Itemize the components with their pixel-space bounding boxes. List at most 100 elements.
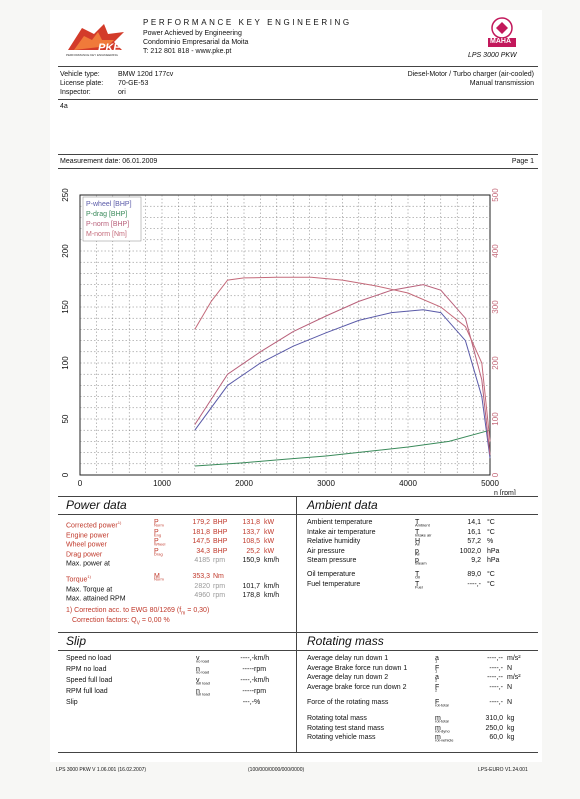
data-row-symbol-subscript: 1 xyxy=(435,667,438,673)
data-row-value: 310,0 xyxy=(485,715,503,722)
company-name: PERFORMANCE KEY ENGINEERING xyxy=(143,18,352,27)
power-row-unit2: kW xyxy=(264,547,275,555)
data-row-symbol: v no load xyxy=(196,654,209,665)
data-row-value: 89,0 xyxy=(467,571,481,578)
data-row-symbol-subscript: Oil xyxy=(415,574,420,580)
y-left-tick-label: 100 xyxy=(61,356,70,370)
power-row: Drag power P Drag 34,3 BHP 25,2 kW xyxy=(58,547,296,558)
data-row-value: ----,- xyxy=(489,664,503,672)
data-row-label: Speed no load xyxy=(66,655,112,662)
correction-footnote: 1) Correction acc. to EWG 80/1269 (fm = … xyxy=(66,606,209,618)
page-number: Page 1 xyxy=(511,158,534,165)
power-row-symbol-subscript: Norm xyxy=(154,522,164,528)
dyno-report-sheet: PKE PERFORMANCE KEY ENGINEERING PERFORMA… xyxy=(50,10,542,762)
power-row-value1: 179,2 xyxy=(192,519,210,526)
data-row-symbol-subscript: Intake air xyxy=(415,531,432,537)
data-row-symbol: T Fuel xyxy=(415,580,423,591)
data-row-symbol-symbol: T xyxy=(415,519,420,526)
data-row-label: Rotating total mass xyxy=(307,715,367,722)
data-row-symbol: n full load xyxy=(196,687,210,698)
data-row: Intake air temperature T Intake air 16,1 °C xyxy=(297,528,538,537)
data-row-value: ----,- xyxy=(489,683,503,691)
data-row-unit: hPa xyxy=(487,547,500,555)
power-row-symbol-symbol: P xyxy=(154,528,159,536)
power-row-unit2: km/h xyxy=(264,557,280,564)
y-right-tick-label: 400 xyxy=(491,244,500,258)
company-line1: Power Achieved by Engineering xyxy=(143,30,242,37)
power-row: Engine power P Eng 181,8 BHP 133,7 kW xyxy=(58,528,296,539)
data-row: Rotating total mass m rot-total 310,0 kg xyxy=(297,714,538,723)
data-row-label: Slip xyxy=(66,699,78,706)
power-row-label: Corrected power1) xyxy=(66,520,122,530)
data-row-unit: °C xyxy=(487,580,495,588)
power-row-unit2: kW xyxy=(264,538,275,545)
footer-right: LPS-EURO V1.24.001 xyxy=(478,767,528,773)
y-right-tick-label: 0 xyxy=(491,472,500,477)
correction-footnote-text: 1) Correction acc. to EWG 80/1269 (f xyxy=(66,607,182,614)
data-row: Average Brake force run down 1 F 1 ----,- N xyxy=(297,664,538,673)
x-tick-label: 5000 xyxy=(481,479,499,488)
data-row-unit: rpm xyxy=(254,666,267,673)
power-row-symbol-subscript: Drag xyxy=(154,550,163,556)
transmission-description: Manual transmission xyxy=(469,80,534,87)
data-row-symbol-subscript: Air xyxy=(415,550,420,556)
data-row-symbol: v full load xyxy=(196,676,210,687)
power-row-symbol: P Wheel xyxy=(154,537,165,548)
data-row: Ambient temperature T Ambient 14,1 °C xyxy=(297,518,538,527)
power-row-value1: 147,5 xyxy=(192,538,210,545)
data-row-symbol-subscript: rot-dyno xyxy=(435,727,450,733)
data-row-symbol-subscript: 2 xyxy=(435,677,438,683)
data-row-unit: N xyxy=(507,683,513,691)
data-row-label: Force of the rotating mass xyxy=(307,699,389,706)
data-row-symbol-symbol: m xyxy=(435,715,441,722)
data-row-unit: °C xyxy=(487,519,495,526)
maha-logo-text: MAHA xyxy=(490,38,511,45)
data-row-symbol-subscript: no load xyxy=(196,669,210,675)
power-row-symbol: P Eng xyxy=(154,528,161,539)
power-row-label: Max. power at xyxy=(66,560,110,568)
data-row-symbol-symbol: F xyxy=(435,699,440,706)
data-row-symbol: n no load xyxy=(196,665,209,676)
data-row-symbol-symbol: p xyxy=(415,547,419,555)
correction-factors: Correction factors: QV = 0,00 % xyxy=(72,616,170,628)
data-row-symbol: m rot-total xyxy=(435,714,449,725)
x-tick-label: 4000 xyxy=(399,479,417,488)
data-row-value: ----,-- xyxy=(487,674,503,681)
maha-emblem-icon xyxy=(488,17,516,47)
footer-left: LPS 3000 PKW V 1.06.001 (16.02.2007) xyxy=(56,767,147,773)
data-row-symbol: H Air xyxy=(415,537,420,548)
correction-factors-text: Correction factors: Q xyxy=(72,617,137,624)
power-row-label: Max. attained RPM xyxy=(66,595,126,603)
y-left-tick-label: 200 xyxy=(61,244,70,258)
power-row-label: Drag power xyxy=(66,550,103,558)
legend-entry: M-norm [Nm] xyxy=(86,231,127,238)
x-tick-label: 1000 xyxy=(153,479,171,488)
inspector-value: ori xyxy=(118,89,126,96)
power-row: Max. Torque at 2820 rpm 101,7 km/h xyxy=(58,582,296,593)
data-row-value: ---,- xyxy=(242,699,254,706)
data-row-value: ----- xyxy=(242,688,254,695)
power-row-value1: 4960 xyxy=(194,592,210,599)
correction-footnote-sub: m xyxy=(181,610,186,617)
data-row: Speed no load v no load ----,- km/h xyxy=(58,654,296,663)
power-data-rows: Corrected power1) P Norm 179,2 BHP 131,8 kW Eng… xyxy=(58,518,296,568)
x-tick-label: 2000 xyxy=(235,479,253,488)
power-row-value1: 181,8 xyxy=(192,528,210,536)
power-torque-chart: 0 1000 2000 3000 4000 5000 0 50 100 150 200 250 0 100… xyxy=(61,188,516,495)
power-row-symbol-symbol: M xyxy=(154,573,160,580)
y-left-tick-label: 0 xyxy=(61,472,70,477)
data-row: Relative humidity H Air 57,2% xyxy=(297,537,538,546)
data-row-symbol-subscript: Fuel xyxy=(415,583,423,589)
data-row: Speed full load v full load ----,- km/h xyxy=(58,676,296,685)
x-tick-label: 0 xyxy=(78,479,83,488)
power-row-unit1: BHP xyxy=(213,519,228,526)
data-row-label: RPM full load xyxy=(66,688,108,695)
pke-logo-tagline: PERFORMANCE KEY ENGINEERING xyxy=(66,53,118,57)
power-row: Max. power at 4185 rpm 150,9 km/h xyxy=(58,556,296,568)
data-row-symbol-symbol: T xyxy=(415,571,420,578)
power-row-symbol: P Drag xyxy=(154,547,163,558)
data-row-label: RPM no load xyxy=(66,666,107,673)
